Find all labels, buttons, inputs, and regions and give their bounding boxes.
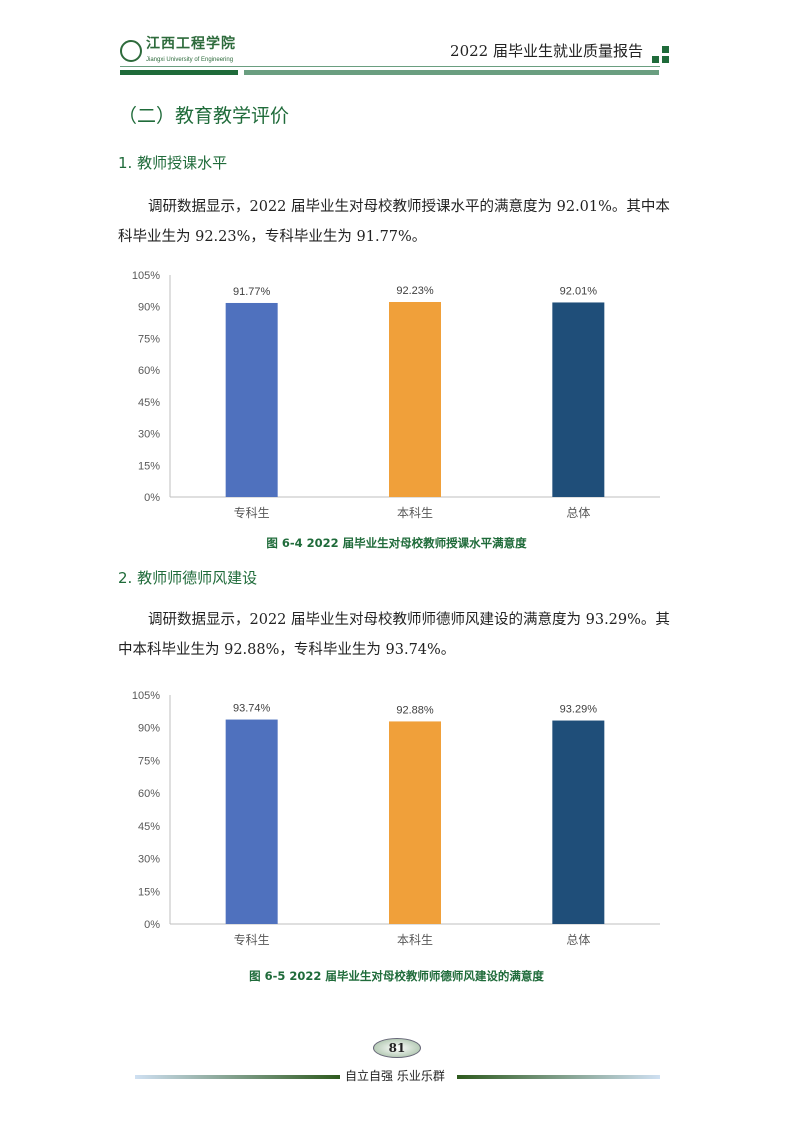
paragraph: 调研数据显示，2022 届毕业生对母校教师师德师风建设的满意度为 93.29%。… [118,612,670,658]
x-tick-label: 本科生 [397,933,433,947]
y-tick-label: 30% [138,854,160,866]
x-tick-label: 总体 [566,506,590,520]
footer-bar-left [135,1075,340,1079]
data-label: 92.88% [396,704,434,716]
decor-square [662,56,669,63]
decor-square [652,56,659,63]
y-tick-label: 75% [138,333,160,345]
bar [552,720,605,924]
footer-bar-right [457,1075,660,1079]
x-tick-label: 专科生 [234,505,270,520]
decor-square [662,46,669,53]
x-tick-label: 本科生 [397,506,433,520]
figure-caption: 图 6-5 2022 届毕业生对母校教师师德师风建设的满意度 [249,969,544,983]
y-tick-label: 0% [144,919,160,931]
data-label: 93.29% [560,704,598,716]
bar-chart-teaching-level: 0% 15% 30% 45% 60% 75% 90% 105% 91.77% 专科生 92.23% 本… [132,270,660,520]
header-title: 2022 届毕业生就业质量报告 [450,42,643,60]
bar [225,302,278,497]
data-label: 92.01% [560,285,598,297]
y-tick-label: 45% [138,821,160,833]
bar [225,719,278,924]
header-bar-light [244,70,659,75]
data-label: 93.74% [233,703,271,715]
y-tick-label: 45% [138,397,160,409]
subsection-heading: 2. 教师师德师风建设 [118,569,258,587]
data-label: 92.23% [396,285,434,297]
y-tick-label: 15% [138,460,160,472]
figure-caption: 图 6-4 2022 届毕业生对母校教师授课水平满意度 [266,536,527,550]
subsection-heading: 1. 教师授课水平 [118,154,228,172]
bar [552,302,605,497]
y-tick-label: 90% [138,723,160,735]
university-seal-logo [120,40,142,62]
footer-motto: 自立自强 乐业乐群 [345,1069,445,1083]
x-tick-label: 总体 [566,933,590,947]
page-number: 81 [373,1038,421,1058]
y-tick-label: 60% [138,788,160,800]
logo-english: Jiangxi University of Engineering [146,57,234,63]
logo-name: 江西工程学院 [146,36,236,52]
header-bar-dark [120,70,238,75]
y-tick-label: 90% [138,302,160,314]
y-tick-label: 15% [138,886,160,898]
y-tick-label: 0% [144,492,160,504]
paragraph: 调研数据显示，2022 届毕业生对母校教师授课水平的满意度为 92.01%。其中… [118,199,670,245]
bar [389,721,441,924]
header-divider [120,66,660,67]
x-tick-label: 专科生 [234,932,270,947]
bar-chart-ethics: 0% 15% 30% 45% 60% 75% 90% 105% 93.74% 专科生 92.88% 本… [132,690,660,947]
y-tick-label: 75% [138,755,160,767]
y-tick-label: 105% [132,270,160,282]
bar [389,301,441,497]
y-tick-label: 30% [138,429,160,441]
y-tick-label: 60% [138,365,160,377]
y-tick-label: 105% [132,690,160,702]
section-title: （二）教育教学评价 [118,105,290,127]
data-label: 91.77% [233,286,271,298]
